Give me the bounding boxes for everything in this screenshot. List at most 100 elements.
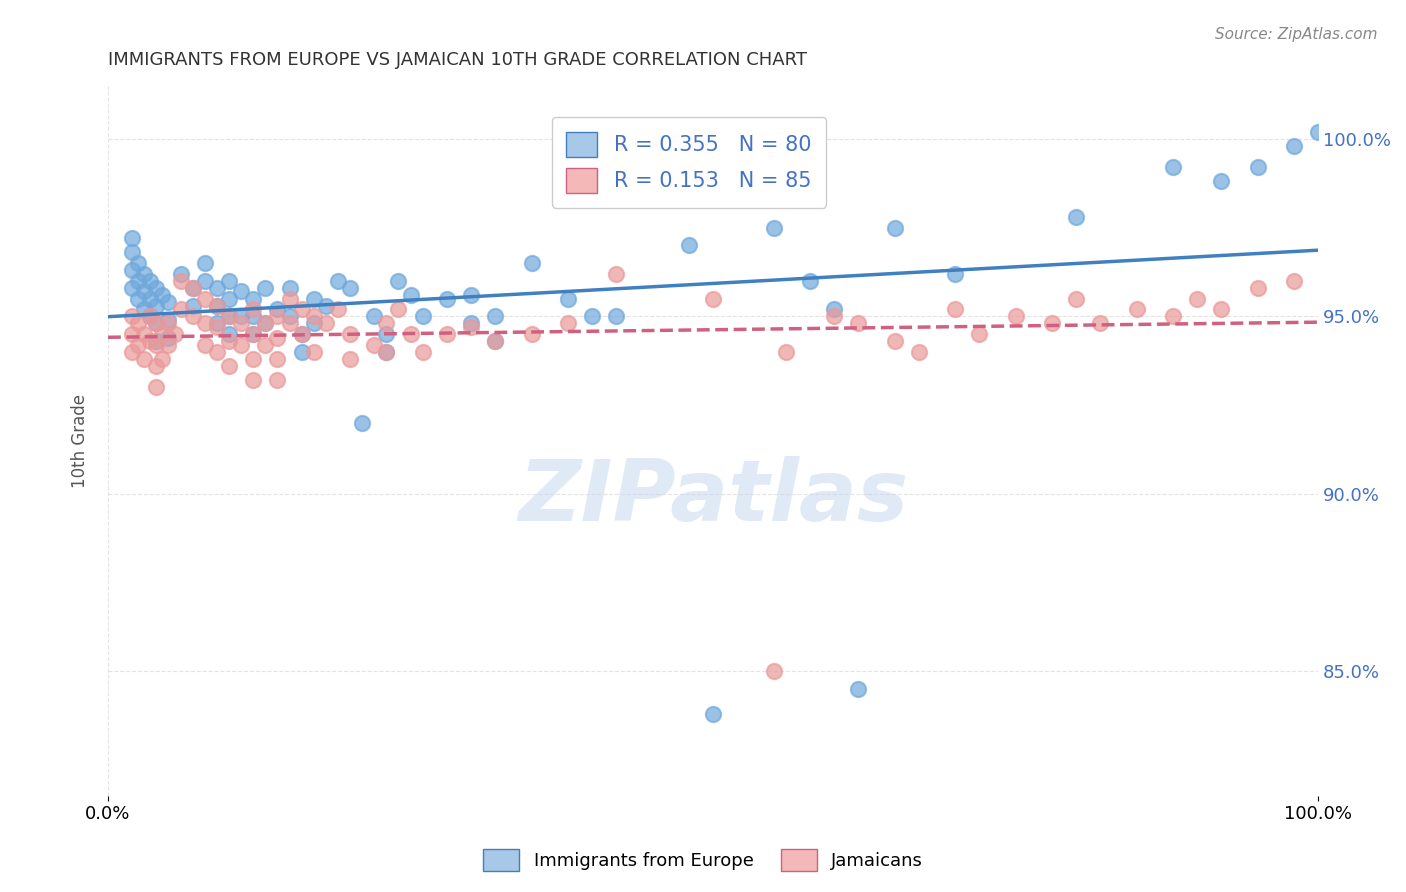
- Point: [387, 274, 409, 288]
- Point: [157, 331, 180, 345]
- Point: [291, 344, 314, 359]
- Point: [139, 310, 162, 324]
- Point: [169, 302, 191, 317]
- Point: [139, 334, 162, 349]
- Point: [557, 317, 579, 331]
- Point: [762, 665, 785, 679]
- Point: [326, 274, 349, 288]
- Point: [1211, 302, 1233, 317]
- Point: [387, 302, 409, 317]
- Point: [278, 281, 301, 295]
- Point: [242, 310, 264, 324]
- Point: [883, 334, 905, 349]
- Point: [139, 310, 162, 324]
- Point: [266, 331, 288, 345]
- Point: [1064, 292, 1087, 306]
- Point: [134, 267, 156, 281]
- Point: [520, 256, 543, 270]
- Point: [702, 292, 724, 306]
- Point: [302, 292, 325, 306]
- Point: [157, 313, 180, 327]
- Point: [145, 317, 167, 331]
- Point: [205, 320, 228, 334]
- Point: [218, 292, 240, 306]
- Y-axis label: 10th Grade: 10th Grade: [72, 393, 89, 488]
- Text: IMMIGRANTS FROM EUROPE VS JAMAICAN 10TH GRADE CORRELATION CHART: IMMIGRANTS FROM EUROPE VS JAMAICAN 10TH …: [108, 51, 807, 69]
- Point: [242, 302, 264, 317]
- Point: [266, 351, 288, 366]
- Point: [152, 288, 174, 302]
- Point: [254, 317, 277, 331]
- Point: [375, 327, 398, 342]
- Text: Source: ZipAtlas.com: Source: ZipAtlas.com: [1215, 27, 1378, 42]
- Point: [460, 288, 482, 302]
- Point: [157, 337, 180, 351]
- Point: [460, 317, 482, 331]
- Point: [229, 337, 252, 351]
- Point: [375, 344, 398, 359]
- Point: [605, 267, 627, 281]
- Point: [194, 337, 217, 351]
- Point: [266, 373, 288, 387]
- Point: [254, 337, 277, 351]
- Point: [181, 299, 204, 313]
- Point: [1211, 174, 1233, 188]
- Point: [363, 310, 385, 324]
- Point: [1282, 139, 1305, 153]
- Point: [242, 327, 264, 342]
- Point: [242, 292, 264, 306]
- Point: [1161, 310, 1184, 324]
- Point: [702, 707, 724, 722]
- Point: [218, 359, 240, 373]
- Point: [291, 327, 314, 342]
- Point: [121, 327, 143, 342]
- Point: [205, 344, 228, 359]
- Point: [799, 274, 821, 288]
- Point: [399, 327, 422, 342]
- Point: [127, 292, 149, 306]
- Point: [302, 310, 325, 324]
- Point: [127, 337, 149, 351]
- Text: ZIPatlas: ZIPatlas: [517, 456, 908, 539]
- Point: [242, 373, 264, 387]
- Point: [315, 299, 337, 313]
- Point: [181, 310, 204, 324]
- Point: [1004, 310, 1026, 324]
- Point: [352, 416, 374, 430]
- Point: [339, 327, 361, 342]
- Point: [412, 310, 434, 324]
- Point: [139, 274, 162, 288]
- Point: [1161, 160, 1184, 174]
- Point: [145, 281, 167, 295]
- Point: [484, 334, 506, 349]
- Point: [134, 327, 156, 342]
- Point: [1282, 274, 1305, 288]
- Point: [823, 310, 845, 324]
- Point: [145, 299, 167, 313]
- Point: [145, 359, 167, 373]
- Point: [484, 334, 506, 349]
- Point: [339, 351, 361, 366]
- Point: [121, 281, 143, 295]
- Point: [278, 317, 301, 331]
- Point: [205, 317, 228, 331]
- Point: [229, 310, 252, 324]
- Point: [134, 351, 156, 366]
- Point: [121, 245, 143, 260]
- Point: [315, 317, 337, 331]
- Point: [1090, 317, 1112, 331]
- Point: [254, 281, 277, 295]
- Point: [1246, 281, 1268, 295]
- Legend: Immigrants from Europe, Jamaicans: Immigrants from Europe, Jamaicans: [475, 842, 931, 879]
- Point: [436, 327, 458, 342]
- Point: [266, 310, 288, 324]
- Legend: R = 0.355   N = 80, R = 0.153   N = 85: R = 0.355 N = 80, R = 0.153 N = 85: [551, 117, 827, 208]
- Point: [823, 302, 845, 317]
- Point: [943, 302, 966, 317]
- Point: [326, 302, 349, 317]
- Point: [557, 292, 579, 306]
- Point: [363, 337, 385, 351]
- Point: [846, 682, 869, 697]
- Point: [484, 310, 506, 324]
- Point: [194, 256, 217, 270]
